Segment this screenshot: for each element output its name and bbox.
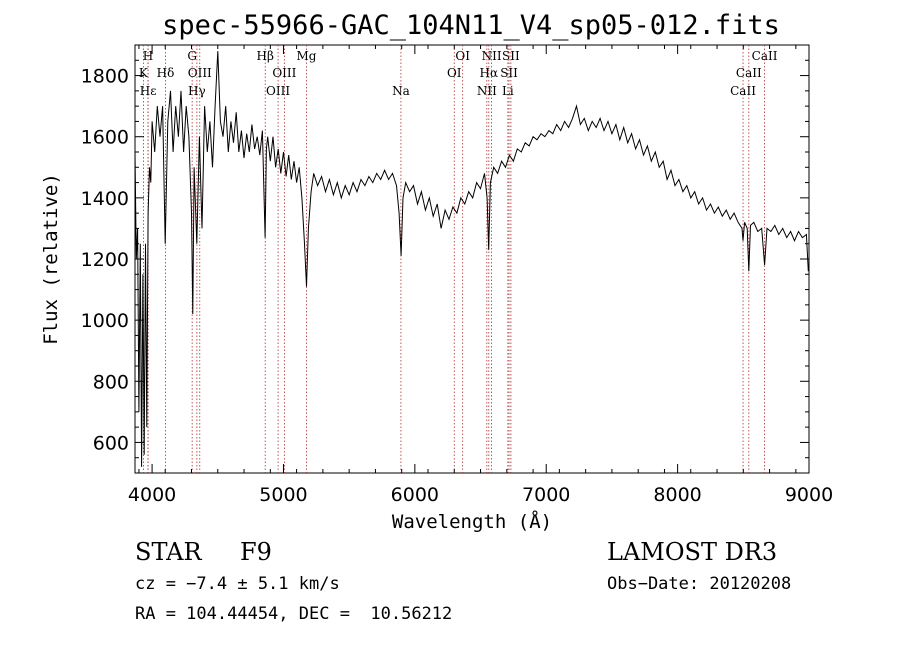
x-axis-label: Wavelength (Å): [392, 510, 552, 533]
y-axis-label: Flux (relative): [40, 173, 62, 345]
spectrum-series: [134, 51, 809, 467]
spectral-line-label: SII: [500, 66, 518, 80]
y-tick-label: 600: [93, 432, 129, 454]
spectral-line-label: G: [187, 49, 197, 63]
spectral-line-label: Hε: [140, 84, 157, 98]
x-tick-label: 9000: [785, 484, 833, 506]
class-label: STAR: [135, 538, 202, 566]
spectral-line-label: Hα: [480, 66, 499, 80]
spectral-line-label: CaII: [752, 49, 778, 63]
x-tick-label: 5000: [259, 484, 307, 506]
y-tick-label: 1000: [81, 310, 129, 332]
spectral-line-label: OIII: [188, 66, 212, 80]
spectral-line-label: Hγ: [188, 84, 206, 98]
spectral-line-label: OI: [455, 49, 470, 63]
spectral-line-label: CaII: [736, 66, 762, 80]
y-tick-label: 1200: [81, 249, 129, 271]
chart-title: spec-55966-GAC_104N11_V4_sp05-012.fits: [162, 10, 780, 41]
spectral-line-label: SII: [502, 49, 520, 63]
spectral-line-label: OIII: [266, 84, 290, 98]
spectral-line-label: CaII: [730, 84, 756, 98]
y-tick-label: 1400: [81, 188, 129, 210]
y-tick-label: 1800: [81, 66, 129, 88]
obs-date-text: Obs−Date: 20120208: [607, 574, 792, 594]
x-tick-label: 6000: [391, 484, 439, 506]
spectral-line-markers: HK HδHεGOIIIHγHβOIIIOIIIMgNaOIOINIIHαNIIS…: [139, 45, 778, 473]
subclass-label: F9: [240, 538, 272, 566]
x-tick-label: 8000: [653, 484, 701, 506]
redshift-text: cz = −7.4 ± 5.1 km/s: [135, 574, 340, 594]
plot-frame: [134, 44, 810, 474]
y-tick-label: 1600: [81, 127, 129, 149]
spectral-line-label: Li: [502, 84, 514, 98]
spectral-line-label: NII: [482, 49, 502, 63]
spectral-line-label: Mg: [296, 49, 316, 63]
spectral-line-label: K: [139, 66, 149, 80]
spectral-line-label: OIII: [272, 66, 296, 80]
spectral-line-label: OI: [447, 66, 462, 80]
axes: 4000 5000 6000 7000 8000 9000 600 800 1000 1200 14…: [81, 44, 833, 506]
coordinates-text: RA = 104.44454, DEC = 10.56212: [135, 604, 453, 624]
y-tick-label: 800: [93, 371, 129, 393]
x-tick-label: 7000: [522, 484, 570, 506]
spectral-line-label: NII: [477, 84, 497, 98]
spectrum-line: [134, 51, 809, 467]
spectral-line-label: Na: [392, 84, 410, 98]
spectral-line-label: Hδ: [157, 66, 175, 80]
survey-label: LAMOST DR3: [607, 538, 778, 566]
spectral-line-label: Hβ: [256, 49, 273, 63]
x-tick-label: 4000: [128, 484, 176, 506]
